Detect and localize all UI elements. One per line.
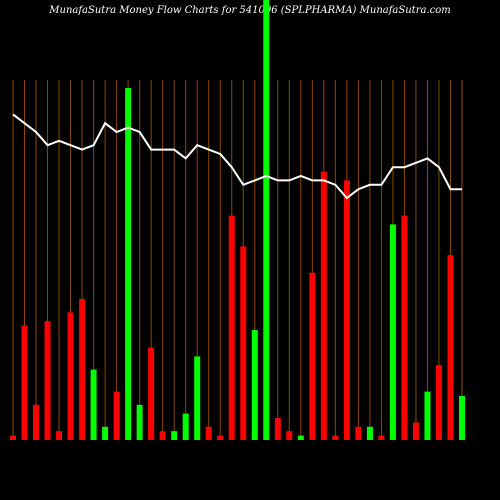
bar (459, 396, 465, 440)
line (12, 113, 462, 200)
bar (21, 325, 28, 440)
bar (10, 435, 16, 440)
bar (194, 356, 201, 440)
bar (355, 426, 362, 440)
bar (286, 431, 293, 440)
bar (297, 435, 304, 440)
bar (113, 391, 120, 440)
bar (125, 88, 132, 440)
bar (79, 299, 86, 440)
bar (205, 426, 212, 440)
bar (389, 224, 396, 440)
bar (366, 426, 373, 440)
bar (251, 330, 258, 440)
bar (171, 431, 178, 440)
bar (378, 435, 385, 440)
bar (343, 180, 350, 440)
bar (240, 246, 247, 440)
bar (320, 171, 327, 440)
bar (136, 404, 143, 440)
bar (44, 321, 51, 440)
bar (182, 413, 189, 440)
bar (274, 418, 281, 440)
bar (424, 391, 431, 440)
chart-title: MunafaSutra Money Flow Charts for 541096… (48, 5, 450, 16)
bar (309, 272, 316, 440)
bar (217, 435, 224, 440)
bar (56, 431, 63, 440)
bar (33, 404, 40, 440)
bar (90, 369, 97, 440)
bar (332, 435, 339, 440)
bar (447, 255, 454, 440)
bar (263, 0, 270, 440)
bar (435, 365, 442, 440)
bar (401, 215, 408, 440)
bar (67, 312, 74, 440)
bar (148, 347, 155, 440)
bar (412, 422, 419, 440)
bar (102, 426, 109, 440)
bar (228, 215, 235, 440)
bar (159, 431, 166, 440)
